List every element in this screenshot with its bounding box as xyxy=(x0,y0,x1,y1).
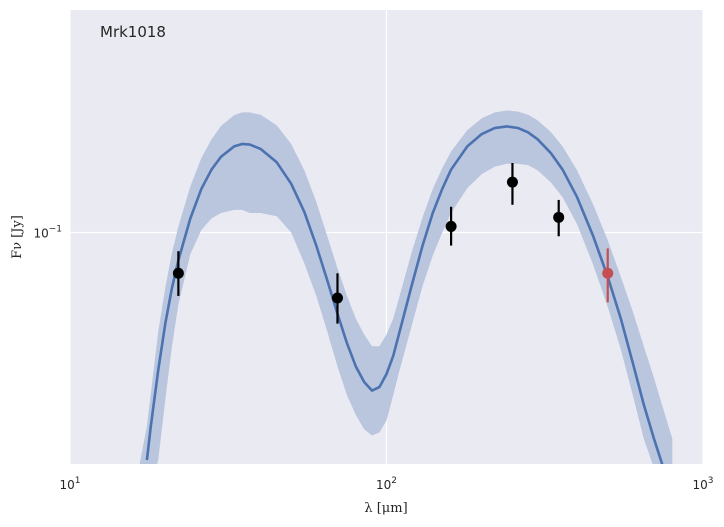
data-points xyxy=(172,163,614,324)
x-tick-label-2: 103 xyxy=(692,476,713,492)
data-point-3 xyxy=(506,163,518,205)
x-tick-label-0: 101 xyxy=(59,476,80,492)
data-point-marker-1 xyxy=(331,292,343,304)
data-point-marker-0 xyxy=(172,267,184,279)
x-tick-label-1: 102 xyxy=(376,476,397,492)
source-name-label: Mrk1018 xyxy=(100,23,166,41)
model-line xyxy=(145,125,664,464)
data-point-marker-2 xyxy=(445,220,457,232)
data-point-marker-4 xyxy=(553,211,565,223)
highlight-point-marker-0 xyxy=(602,267,614,279)
uncertainty-band-area xyxy=(139,110,673,464)
y-axis-label: Fν [Jy] xyxy=(10,215,25,259)
tick-labels: 101 102 103 10−1 xyxy=(33,224,713,492)
data-point-4 xyxy=(553,199,565,237)
x-axis-label: λ [μm] xyxy=(364,501,407,516)
model-line-path xyxy=(145,125,664,464)
data-point-2 xyxy=(445,206,457,246)
data-point-1 xyxy=(331,273,343,324)
data-point-marker-3 xyxy=(506,176,518,188)
highlight-point-0 xyxy=(602,248,614,303)
y-tick-label-0: 10−1 xyxy=(33,224,62,240)
uncertainty-band xyxy=(139,110,673,464)
data-point-0 xyxy=(172,251,184,296)
